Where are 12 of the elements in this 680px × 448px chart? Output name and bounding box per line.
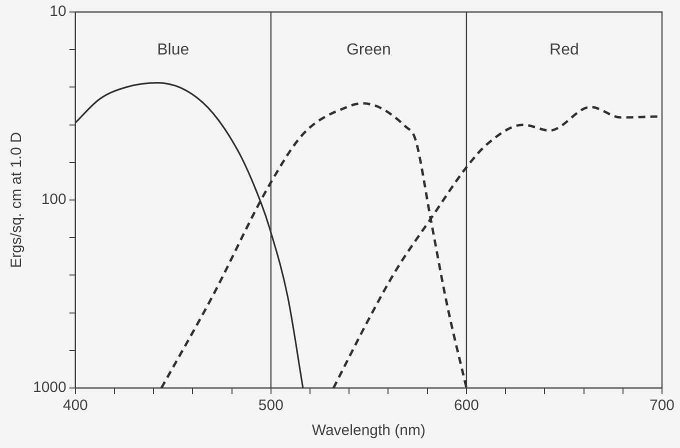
x-tick-label: 400 — [62, 397, 88, 414]
y-tick-label: 1000 — [32, 379, 66, 396]
annotation: Red — [550, 41, 579, 58]
x-tick-label: 600 — [454, 397, 479, 414]
x-axis-title: Wavelength (nm) — [312, 422, 426, 440]
y-tick-label: 100 — [41, 191, 66, 208]
y-axis-title: Ergs/sq. cm at 1.0 D — [8, 132, 26, 268]
x-tick-label: 500 — [258, 397, 284, 414]
x-tick-label: 700 — [649, 397, 675, 414]
annotation: Blue — [157, 41, 190, 58]
annotation: Green — [346, 41, 391, 58]
y-tick-label: 10 — [50, 3, 66, 20]
